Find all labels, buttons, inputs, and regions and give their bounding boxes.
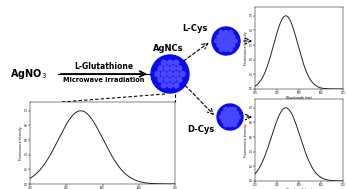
Circle shape bbox=[226, 111, 230, 115]
Circle shape bbox=[230, 119, 234, 123]
Circle shape bbox=[219, 39, 223, 43]
Circle shape bbox=[229, 31, 232, 35]
Circle shape bbox=[168, 83, 172, 88]
Y-axis label: Fluorescence Intensity: Fluorescence Intensity bbox=[19, 126, 23, 160]
Text: AgNO$_3$: AgNO$_3$ bbox=[10, 67, 46, 81]
Circle shape bbox=[177, 66, 182, 71]
Text: D-Cys: D-Cys bbox=[188, 125, 215, 134]
Circle shape bbox=[177, 77, 182, 82]
Text: Microwave irradiation: Microwave irradiation bbox=[63, 77, 145, 83]
Circle shape bbox=[231, 43, 235, 47]
X-axis label: Wavelength (nm): Wavelength (nm) bbox=[286, 96, 312, 101]
Circle shape bbox=[217, 35, 221, 39]
Circle shape bbox=[174, 60, 179, 65]
Circle shape bbox=[226, 35, 230, 39]
Circle shape bbox=[174, 71, 179, 77]
Circle shape bbox=[226, 43, 230, 47]
Circle shape bbox=[233, 39, 237, 43]
Circle shape bbox=[237, 115, 240, 119]
Circle shape bbox=[215, 39, 219, 43]
Circle shape bbox=[232, 107, 236, 111]
Circle shape bbox=[228, 107, 232, 111]
Circle shape bbox=[158, 66, 163, 71]
Circle shape bbox=[180, 71, 185, 77]
Circle shape bbox=[235, 111, 238, 115]
Circle shape bbox=[155, 71, 160, 77]
Circle shape bbox=[161, 83, 166, 88]
X-axis label: Wavelength (nm): Wavelength (nm) bbox=[286, 188, 312, 189]
Circle shape bbox=[219, 31, 223, 35]
Circle shape bbox=[229, 39, 232, 43]
Circle shape bbox=[226, 119, 230, 123]
Circle shape bbox=[170, 77, 176, 82]
Circle shape bbox=[224, 31, 228, 35]
Circle shape bbox=[228, 115, 232, 119]
Circle shape bbox=[220, 115, 223, 119]
Y-axis label: Fluorescence Intensity: Fluorescence Intensity bbox=[244, 31, 248, 65]
Circle shape bbox=[212, 27, 240, 55]
Circle shape bbox=[224, 47, 228, 51]
Circle shape bbox=[161, 60, 166, 65]
Circle shape bbox=[170, 66, 176, 71]
Circle shape bbox=[235, 119, 238, 123]
Circle shape bbox=[217, 104, 243, 130]
Circle shape bbox=[229, 47, 232, 51]
Circle shape bbox=[168, 71, 172, 77]
Text: L-Glutathione: L-Glutathione bbox=[75, 62, 134, 71]
Circle shape bbox=[222, 35, 226, 39]
Circle shape bbox=[217, 43, 221, 47]
Circle shape bbox=[232, 115, 236, 119]
Text: AgNCs: AgNCs bbox=[153, 44, 183, 53]
Text: L-Cys: L-Cys bbox=[183, 24, 208, 33]
Circle shape bbox=[222, 119, 226, 123]
Circle shape bbox=[158, 77, 163, 82]
Circle shape bbox=[151, 55, 189, 93]
Circle shape bbox=[230, 111, 234, 115]
Circle shape bbox=[164, 66, 169, 71]
Circle shape bbox=[224, 123, 228, 127]
Circle shape bbox=[161, 71, 166, 77]
Circle shape bbox=[232, 123, 236, 127]
Circle shape bbox=[168, 60, 172, 65]
Circle shape bbox=[174, 83, 179, 88]
Circle shape bbox=[222, 43, 226, 47]
Circle shape bbox=[164, 77, 169, 82]
Circle shape bbox=[228, 123, 232, 127]
Circle shape bbox=[224, 115, 228, 119]
Circle shape bbox=[231, 35, 235, 39]
Circle shape bbox=[224, 39, 228, 43]
Circle shape bbox=[219, 47, 223, 51]
Y-axis label: Fluorescence Intensity: Fluorescence Intensity bbox=[244, 123, 248, 157]
Circle shape bbox=[222, 111, 226, 115]
Circle shape bbox=[224, 107, 228, 111]
